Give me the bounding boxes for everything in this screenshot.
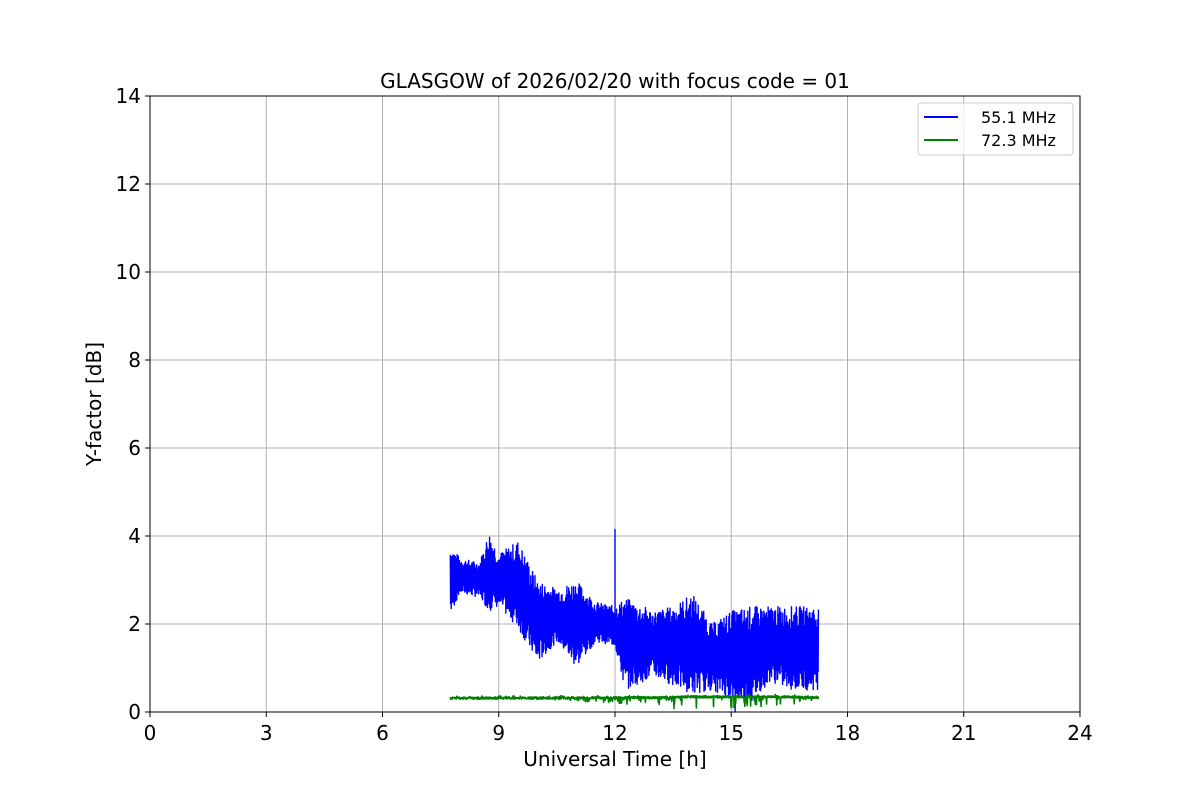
y-axis-label: Y-factor [dB] [82,342,106,467]
legend: 55.1 MHz 72.3 MHz [917,102,1074,156]
x-tick-label: 24 [1067,721,1092,745]
series-line-2 [449,693,820,710]
y-tick-label: 10 [116,260,141,284]
y-tick-label: 4 [128,524,141,548]
y-tick-label: 2 [128,612,141,636]
y-tick-label: 0 [128,700,141,724]
x-tick-label: 9 [492,721,505,745]
y-tick-label: 6 [128,436,141,460]
x-tick-label: 6 [376,721,389,745]
y-tick-label: 8 [128,348,141,372]
chart-title: GLASGOW of 2026/02/20 with focus code = … [380,69,850,93]
x-tick-label: 12 [602,721,627,745]
legend-label: 55.1 MHz [981,108,1056,127]
x-tick-label: 21 [951,721,976,745]
legend-label: 72.3 MHz [981,131,1056,150]
plot-area [449,528,820,713]
x-tick-label: 15 [719,721,744,745]
x-tick-label: 18 [835,721,860,745]
x-tick-label: 3 [260,721,273,745]
series-line-1 [449,528,820,713]
x-axis-label: Universal Time [h] [523,747,706,771]
x-tick-label: 0 [144,721,157,745]
y-tick-label: 14 [116,84,141,108]
y-tick-label: 12 [116,172,141,196]
